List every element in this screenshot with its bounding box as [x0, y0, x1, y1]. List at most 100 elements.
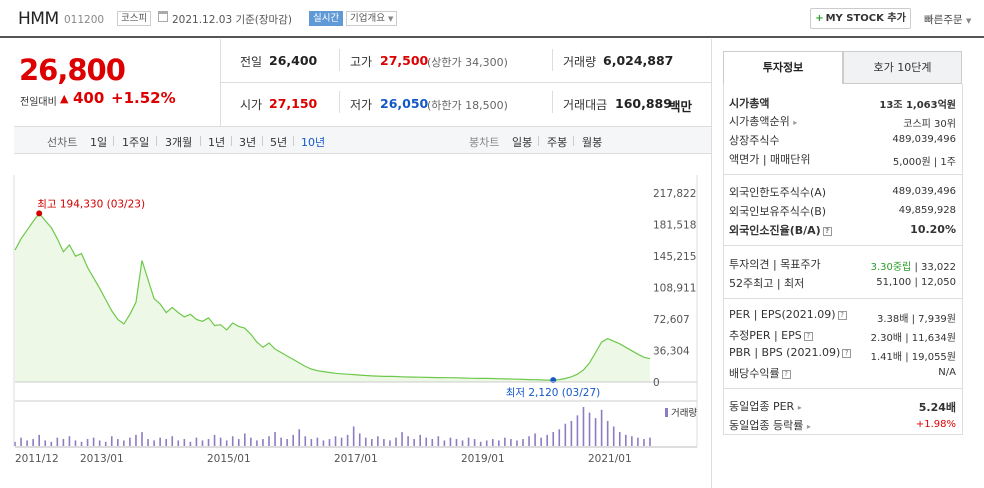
tab-invest-info[interactable]: 투자정보: [723, 51, 843, 84]
amount-value: 160,889: [615, 96, 672, 111]
sector-rate-value: +1.98%: [915, 419, 956, 430]
volume-bar: [340, 437, 343, 446]
company-overview-dropdown[interactable]: 기업개요 ▼: [346, 11, 398, 26]
add-mystock-button[interactable]: + MY STOCK 추가: [810, 8, 911, 29]
x-tick-label: 2011/12: [15, 453, 59, 465]
volume-bar: [510, 439, 512, 446]
help-icon[interactable]: ?: [842, 349, 852, 358]
market-cap-rank-value: 코스피 30위: [903, 119, 956, 130]
volume-bar: [316, 437, 319, 446]
period-1w[interactable]: 1주일: [122, 136, 150, 149]
section-divider: [724, 298, 962, 299]
calendar-icon: [158, 11, 168, 22]
candle-weekly[interactable]: 주봉: [547, 136, 568, 149]
sector-per-text: 동일업종 PER: [729, 400, 795, 413]
volume-bar: [80, 441, 83, 446]
volume-bar: [123, 440, 125, 446]
sector-rate-label: 동일업종 등락률 ▸: [729, 417, 811, 433]
volume-bar: [322, 440, 325, 446]
volume-bar: [516, 440, 518, 446]
volume-bar: [304, 436, 307, 446]
help-icon[interactable]: ?: [781, 370, 791, 379]
y-tick-label: 108,911: [653, 283, 696, 295]
x-tick-label: 2015/01: [207, 453, 251, 465]
period-1y[interactable]: 1년: [208, 136, 226, 149]
low-label: 최저 2,120 (03/27): [506, 387, 601, 399]
per-value: 3.38배 | 7,939원: [876, 314, 956, 325]
sector-per-label: 동일업종 PER ▸: [729, 398, 802, 414]
volume-bar: [38, 434, 40, 446]
volume-bar: [44, 440, 47, 446]
volume-bar: [449, 437, 452, 446]
volume-bar: [618, 432, 621, 446]
period-10y-active[interactable]: 10년: [301, 136, 326, 149]
volume-legend-swatch: [665, 408, 668, 417]
tab-order-book[interactable]: 호가 10단계: [843, 51, 962, 84]
panel-box-left: [723, 84, 724, 434]
price-line: [14, 212, 651, 381]
period-separator: [538, 136, 539, 146]
volume-bar: [467, 437, 470, 446]
foreign-limit-value: 489,039,496: [892, 186, 956, 197]
help-icon[interactable]: ?: [803, 332, 813, 341]
volume-bar: [377, 436, 379, 446]
volume-bar: [183, 439, 186, 446]
volume-bar: [231, 436, 234, 446]
quick-order-dropdown[interactable]: 빠른주문 ▼: [924, 12, 971, 27]
candle-monthly[interactable]: 월봉: [582, 136, 603, 149]
period-1d[interactable]: 1일: [90, 136, 108, 149]
period-3y[interactable]: 3년: [239, 136, 257, 149]
low-value: 26,050: [380, 96, 429, 111]
volume-bar: [455, 439, 458, 446]
line-chart-label: 선차트: [47, 136, 78, 149]
volume-bar: [92, 437, 95, 446]
open-value: 27,150: [269, 96, 318, 111]
high-value: 27,500: [380, 53, 429, 68]
prev-close-label: 전일: [240, 55, 263, 69]
volume-bar: [328, 439, 331, 446]
change-label: 전일대비: [20, 97, 57, 108]
volume-bar: [401, 432, 403, 446]
par-unit-label: 액면가 | 매매단위: [729, 153, 811, 166]
volume-bar: [213, 434, 216, 446]
volume-bar: [437, 436, 440, 446]
volume-bar: [352, 426, 355, 446]
volume-bar: [135, 434, 137, 446]
help-icon[interactable]: ?: [837, 311, 847, 320]
period-5y[interactable]: 5년: [270, 136, 288, 149]
y-tick-label: 36,304: [653, 346, 690, 358]
volume-bar: [104, 441, 107, 446]
volume-bar: [485, 440, 488, 446]
realtime-button[interactable]: 실시간: [309, 11, 344, 26]
volume-bar: [389, 440, 391, 446]
volume-bar: [201, 440, 204, 446]
candle-daily[interactable]: 일봉: [512, 136, 533, 149]
volume-bar: [364, 437, 367, 446]
volume-bar: [117, 439, 119, 446]
foreign-rate-text: 외국인소진율(B/A): [729, 224, 821, 237]
volume-label: 거래량: [563, 55, 597, 69]
volume-bar: [600, 409, 603, 446]
volume-bar: [334, 436, 337, 446]
period-separator: [573, 136, 574, 146]
est-per-text: 추정PER | EPS: [729, 329, 802, 342]
pbr-text: PBR | BPS (2021.09): [729, 346, 841, 359]
lower-limit: (하한가 18,500): [427, 99, 508, 112]
volume-bar: [310, 439, 313, 446]
volume-value: 6,024,887: [603, 53, 674, 68]
volume-legend-label: 거래량: [671, 407, 697, 419]
arrow-right-icon: ▸: [797, 403, 802, 412]
volume-bar: [522, 439, 524, 446]
help-icon[interactable]: ?: [822, 227, 832, 236]
price-chart: 최고 194,330 (03/23) 최저 2,120 (03/27) 거래량 2…: [13, 175, 698, 465]
volume-bar: [346, 434, 349, 446]
volume-bar: [286, 439, 288, 446]
volume-bar: [558, 429, 561, 446]
y-tick-label: 0: [653, 377, 660, 389]
volume-bar: [443, 440, 446, 446]
price-area: [15, 213, 650, 382]
period-3m[interactable]: 3개월: [165, 136, 193, 149]
section-divider: [724, 174, 962, 175]
volume-bar: [256, 440, 258, 446]
low-label: 저가: [350, 98, 373, 112]
